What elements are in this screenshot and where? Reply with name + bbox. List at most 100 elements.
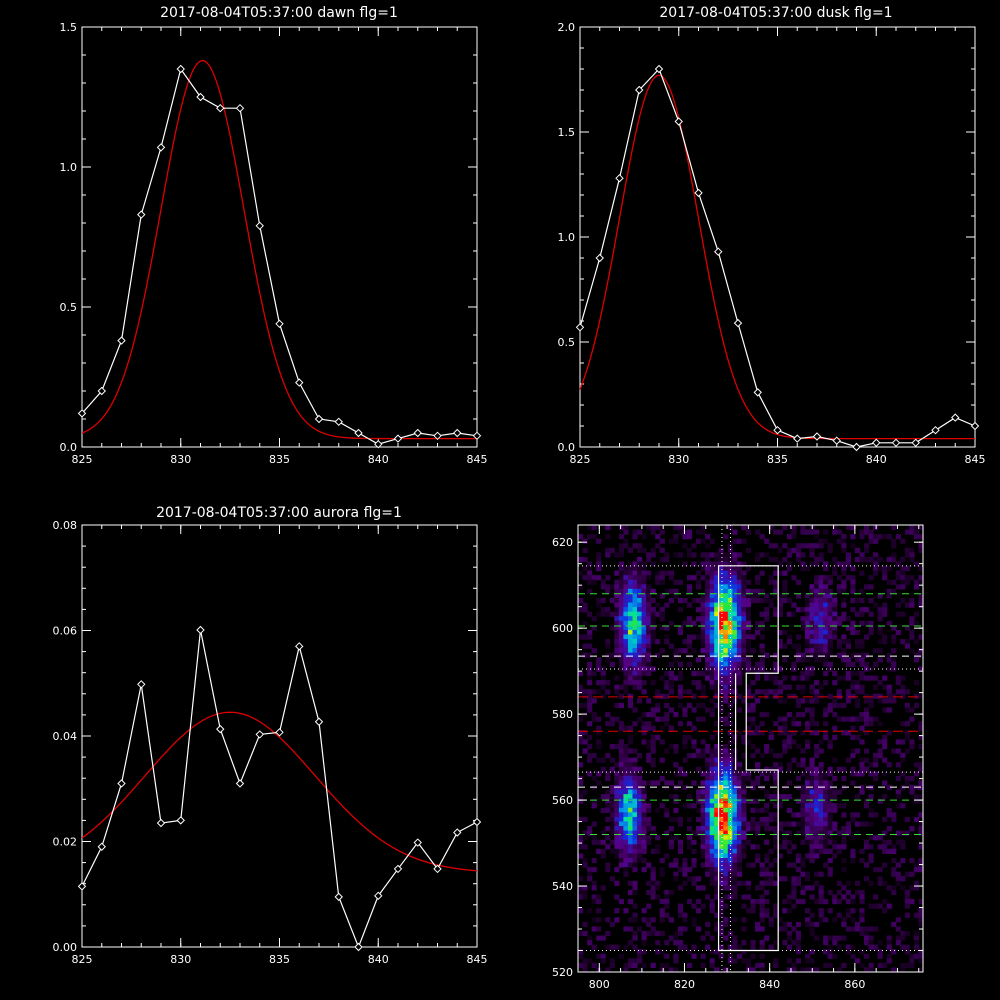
heatmap-cell — [686, 835, 693, 841]
heatmap-cell — [727, 616, 733, 622]
heatmap-cell — [732, 561, 738, 567]
heatmap-cell — [768, 748, 774, 754]
heatmap-cell — [759, 597, 765, 604]
heatmap-cell — [718, 930, 724, 937]
heatmap-cell — [791, 885, 797, 891]
heatmap-cell — [732, 857, 738, 864]
heatmap-cell — [614, 588, 620, 595]
heatmap-cell — [632, 666, 638, 672]
heatmap-cell — [709, 634, 715, 640]
heatmap-cell — [714, 880, 720, 886]
heatmap-cell — [759, 657, 765, 663]
heatmap-cell — [886, 652, 892, 658]
heatmap-cell — [723, 876, 729, 882]
heatmap-cell — [618, 725, 624, 731]
dawn-data-point — [295, 378, 304, 387]
heatmap-cell — [582, 835, 588, 841]
heatmap-cell — [727, 643, 733, 649]
heatmap-cell — [782, 698, 788, 704]
aurora-spectrum-panel: 2017-08-04T05:37:00 aurora flg=1 825 830 8… — [53, 505, 488, 966]
heatmap-cell — [773, 607, 779, 613]
heatmap-cell — [863, 543, 870, 549]
heatmap-cell — [836, 561, 842, 567]
heatmap-cell — [596, 556, 602, 563]
heatmap-cell — [659, 616, 665, 622]
heatmap-cell — [768, 556, 774, 563]
heatmap-cell — [755, 666, 761, 672]
heatmap-cell — [900, 930, 906, 937]
heatmap-cell — [637, 639, 643, 645]
heatmap-cell — [818, 771, 824, 777]
heatmap-cell — [591, 821, 597, 827]
heatmap-cell — [705, 944, 711, 950]
heatmap-cell — [605, 689, 611, 695]
heatmap-cell — [591, 880, 597, 886]
heatmap-cell — [714, 821, 720, 827]
heatmap-cell — [727, 775, 733, 782]
heatmap-cell — [614, 629, 620, 636]
heatmap-cell — [627, 940, 634, 946]
heatmap-cell — [668, 935, 674, 941]
heatmap-cell — [578, 908, 584, 914]
heatmap-cell — [641, 848, 647, 855]
heatmap-cell — [759, 648, 765, 654]
heatmap-cell — [641, 588, 647, 595]
heatmap-cell — [677, 771, 684, 777]
heatmap-cell — [637, 821, 643, 827]
heatmap-cell — [723, 780, 729, 786]
heatmap-cell — [718, 684, 724, 690]
heatmap-cell — [882, 816, 888, 823]
heatmap-cell — [845, 639, 851, 645]
heatmap-cell — [627, 657, 634, 663]
heatmap-cell — [809, 712, 815, 718]
heatmap-cell — [814, 561, 820, 567]
heatmap-cell — [587, 757, 593, 763]
heatmap-cell — [904, 899, 910, 905]
heatmap-cell — [723, 803, 729, 809]
heatmap-cell — [700, 689, 706, 695]
heatmap-cell — [745, 611, 752, 617]
heatmap-cell — [800, 803, 806, 809]
heatmap-cell — [809, 698, 815, 704]
heatmap-cell — [637, 826, 643, 832]
heatmap-cell — [623, 844, 629, 850]
heatmap-cell — [709, 611, 715, 617]
aurora-fit-line — [81, 711, 478, 872]
heatmap-cell — [637, 684, 643, 690]
heatmap-cell — [714, 661, 720, 667]
heatmap-cell — [759, 625, 765, 631]
heatmap-cell — [650, 930, 656, 937]
heatmap-cell — [578, 570, 584, 576]
heatmap-cell — [736, 812, 743, 818]
heatmap-cell — [700, 853, 706, 859]
heatmap-cell — [723, 857, 729, 864]
heatmap-cell — [895, 534, 901, 540]
heatmap-cell — [836, 912, 842, 918]
heatmap-cell — [705, 675, 711, 681]
heatmap-cell — [578, 684, 584, 690]
aurora-data-point — [275, 728, 284, 737]
heatmap-cell — [809, 652, 815, 658]
heatmap-cell — [709, 698, 715, 704]
heatmap-cell — [618, 753, 624, 759]
heatmap-cell — [818, 766, 824, 772]
aurora-data-point — [216, 724, 225, 734]
heatmap-cell — [700, 716, 706, 722]
heatmap-cell — [718, 698, 724, 704]
heatmap-cell — [641, 680, 647, 686]
heatmap-cell — [804, 743, 811, 750]
heatmap-cell — [727, 876, 733, 882]
heatmap-cell — [582, 607, 588, 613]
heatmap-cell — [578, 716, 584, 722]
heatmap-cell — [650, 629, 656, 636]
heatmap-cell — [854, 958, 861, 964]
heatmap-cell — [841, 803, 847, 809]
heatmap-cell — [650, 880, 656, 886]
heatmap-cell — [795, 643, 802, 649]
heatmap-cell — [705, 921, 711, 927]
heatmap-cell — [727, 629, 733, 636]
heatmap-cell — [709, 821, 715, 827]
heatmap-cell — [859, 789, 865, 795]
heatmap-cell — [578, 534, 584, 540]
